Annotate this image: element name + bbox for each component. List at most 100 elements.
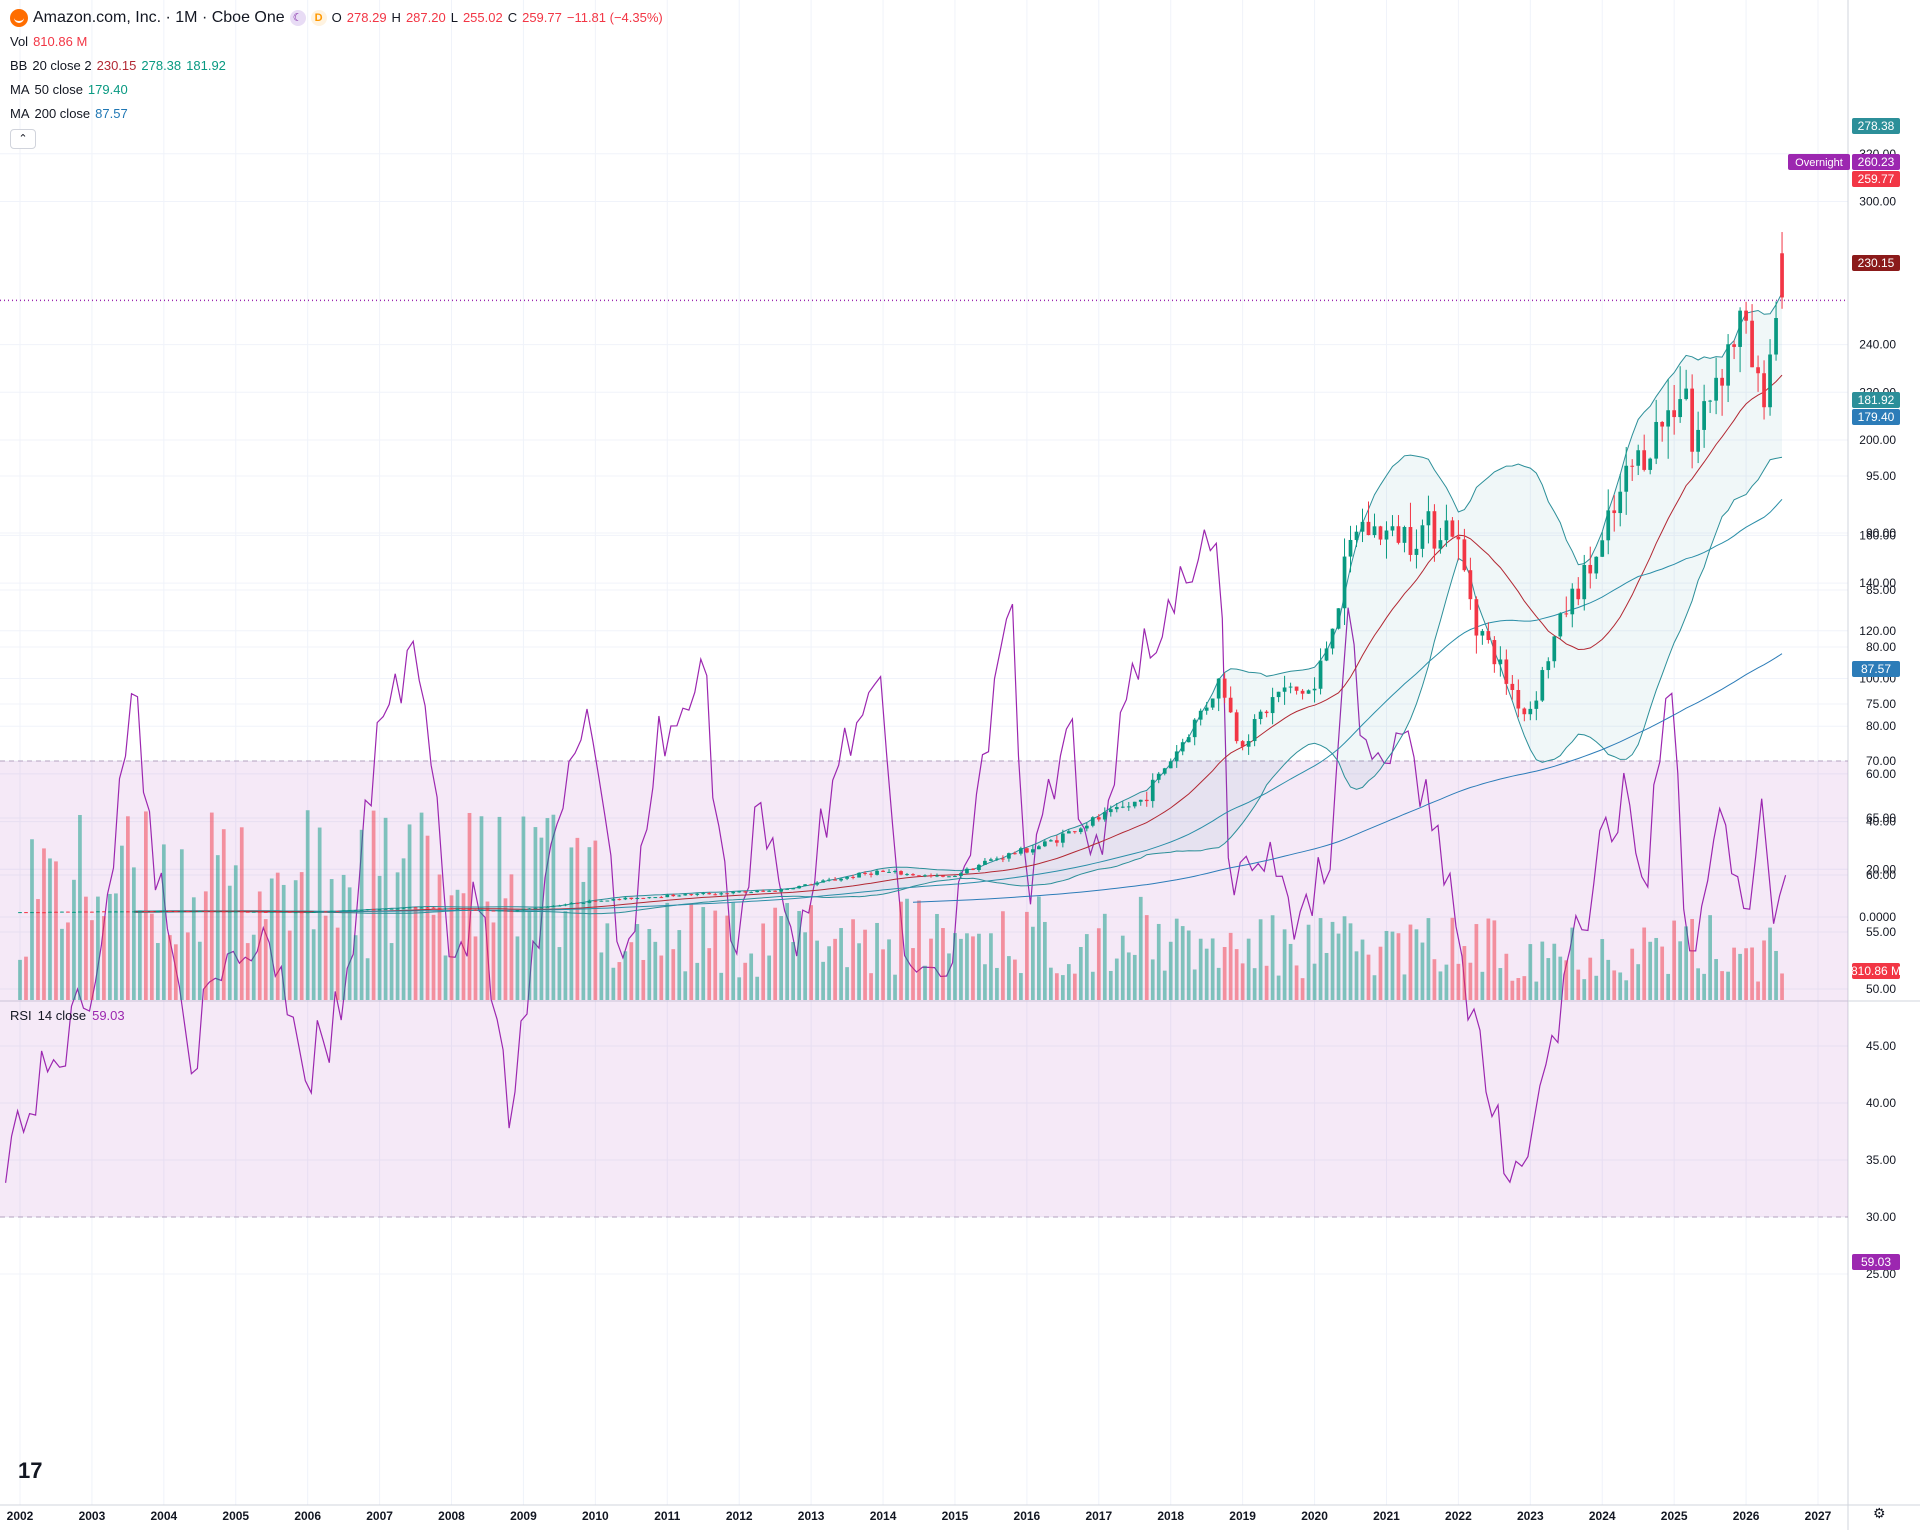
- candle-body: [617, 899, 622, 901]
- candle-body: [443, 908, 448, 910]
- candle-body: [1324, 648, 1329, 661]
- candle-body: [1498, 659, 1503, 665]
- volume-bar: [539, 837, 544, 1000]
- volume-bar: [1732, 947, 1736, 1000]
- close-tag-bg: [1852, 171, 1900, 187]
- candle-body: [1540, 670, 1545, 701]
- candle-body: [1510, 683, 1515, 691]
- high-value: 287.20: [405, 10, 446, 25]
- candle: [1060, 829, 1065, 848]
- rsi-legend[interactable]: RSI 14 close 59.03: [10, 1008, 125, 1023]
- volume-bar: [1540, 941, 1545, 1000]
- legend-ma200-row[interactable]: MA 200 close 87.57: [10, 102, 663, 126]
- volume-bar: [521, 816, 526, 1000]
- volume-bar: [989, 933, 993, 1000]
- candle-body: [1600, 540, 1605, 557]
- candle: [1174, 745, 1179, 768]
- candle: [1516, 679, 1521, 718]
- candle-body: [659, 897, 664, 899]
- bb-fill: [133, 292, 1782, 914]
- collapse-legend-button[interactable]: ⌃: [10, 129, 36, 149]
- candle: [1192, 718, 1197, 746]
- close-value: 259.77: [522, 10, 562, 25]
- candle-body: [347, 910, 352, 912]
- candle: [1576, 577, 1581, 606]
- volume-bar: [1360, 939, 1365, 1000]
- candle-body: [563, 904, 568, 906]
- candle-body: [701, 893, 706, 895]
- volume-bar: [1174, 918, 1179, 1000]
- candle: [965, 867, 969, 875]
- candle: [1366, 501, 1371, 536]
- candle-body: [773, 890, 778, 892]
- candle-body: [1348, 539, 1353, 557]
- moon-icon[interactable]: ☾: [289, 10, 306, 26]
- volume-bar: [1588, 957, 1593, 1000]
- candle-body: [1306, 690, 1311, 694]
- candle: [269, 911, 274, 913]
- volume-bar: [281, 884, 286, 1000]
- bb-basis-tag-bg: [1852, 255, 1900, 271]
- volume-bar: [167, 935, 172, 1000]
- candle-body: [1720, 377, 1724, 386]
- legend-ma50-row[interactable]: MA 50 close 179.40: [10, 78, 663, 102]
- candle-body: [1420, 525, 1425, 549]
- candle: [239, 911, 244, 913]
- candle-body: [743, 891, 748, 893]
- low-label: L: [450, 10, 458, 25]
- candle-body: [1240, 741, 1245, 747]
- volume-bar: [1186, 930, 1191, 1000]
- candle: [611, 898, 616, 901]
- candle-body: [1666, 410, 1671, 427]
- volume-bar: [821, 961, 825, 1000]
- candle: [839, 877, 843, 882]
- candle: [545, 906, 550, 908]
- candle-body: [1594, 556, 1599, 574]
- gear-icon[interactable]: ⚙: [1873, 1505, 1886, 1521]
- volume-bar: [1192, 969, 1197, 1000]
- candle-body: [605, 900, 610, 902]
- candle: [275, 911, 280, 913]
- candle: [599, 900, 604, 902]
- volume-bar: [647, 929, 652, 1000]
- candle-body: [1444, 520, 1449, 541]
- candle-body: [1186, 737, 1191, 743]
- candle: [1054, 835, 1059, 847]
- candle: [245, 911, 250, 913]
- candle-body: [401, 907, 406, 909]
- candle: [1132, 801, 1137, 809]
- volume-bar: [455, 889, 460, 1000]
- candle: [1648, 457, 1653, 475]
- volume-bar: [893, 974, 897, 1000]
- volume-bar: [1612, 970, 1617, 1000]
- d-badge[interactable]: D: [310, 10, 327, 26]
- candle: [1750, 304, 1754, 368]
- candle-body: [1078, 828, 1083, 833]
- volume-bar: [1402, 974, 1407, 1000]
- candle: [815, 881, 819, 887]
- volume-bar: [84, 896, 88, 1000]
- bb-basis-value: 230.15: [96, 58, 137, 73]
- candle: [1025, 847, 1029, 854]
- volume-bar: [797, 911, 801, 1000]
- tradingview-logo-icon[interactable]: 17: [18, 1458, 43, 1483]
- candle-body: [467, 909, 472, 911]
- legend-bb-row[interactable]: BB 20 close 2 230.15 278.38 181.92: [10, 54, 663, 78]
- symbol-title[interactable]: Amazon.com, Inc. · 1M · Cboe One: [33, 9, 285, 26]
- candle: [72, 911, 76, 913]
- volume-bar: [138, 910, 142, 1000]
- volume-bar: [593, 840, 598, 1000]
- candle: [24, 912, 28, 914]
- volume-bar: [359, 829, 364, 1000]
- volume-bar: [1060, 975, 1065, 1000]
- price-tick-label: 40.00: [1866, 815, 1896, 829]
- volume-bar: [881, 949, 885, 1000]
- candle-body: [395, 908, 400, 910]
- price-tick-label: 0.0000: [1859, 910, 1896, 924]
- volume-bar: [1504, 953, 1509, 1000]
- candle: [102, 911, 106, 913]
- legend-vol-row[interactable]: Vol 810.86 M: [10, 30, 663, 54]
- candle: [1324, 641, 1329, 662]
- candle: [1564, 596, 1569, 618]
